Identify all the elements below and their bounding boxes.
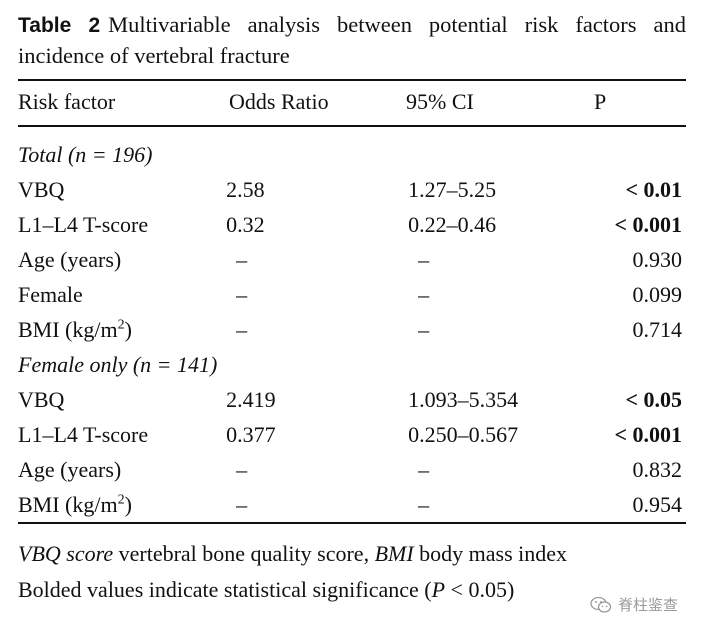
risk-factor-cell: Age (years)	[18, 242, 226, 277]
p-value-cell: < 0.001	[614, 421, 682, 447]
superscript: 2	[117, 492, 125, 508]
ci-cell: –	[418, 491, 430, 517]
p-value-cell: 0.099	[632, 281, 683, 307]
odds-ratio-cell: –	[236, 316, 248, 342]
risk-factor-cell: VBQ	[18, 172, 226, 207]
ci-cell: –	[418, 316, 430, 342]
risk-factor-cell: L1–L4 T-score	[18, 417, 226, 452]
header-p: P	[594, 89, 607, 114]
section-title-part: Total (	[18, 141, 76, 167]
ci-cell: 0.22–0.46	[408, 211, 497, 237]
header-95ci: 95% CI	[406, 89, 474, 114]
p-value-cell: 0.832	[632, 456, 683, 482]
risk-factor-label-tail: )	[124, 316, 132, 342]
table-row: BMI (kg/m2) – –0.954	[18, 487, 686, 522]
ci-cell: –	[418, 246, 430, 272]
table-label: Table 2	[18, 14, 101, 37]
odds-ratio-cell: 0.377	[226, 421, 276, 447]
section-title: Total (n = 196)	[18, 137, 686, 172]
risk-factor-label: L1–L4 T-score	[18, 211, 149, 237]
odds-ratio-cell: 0.32	[226, 211, 265, 237]
risk-factor-label: L1–L4 T-score	[18, 421, 149, 447]
risk-factor-label: Age (years)	[18, 246, 122, 272]
p-value-cell: < 0.01	[625, 176, 682, 202]
odds-ratio-cell: 2.58	[226, 176, 265, 202]
risk-factor-label: Age (years)	[18, 456, 122, 482]
footnote-term-vbq: VBQ score	[18, 541, 114, 566]
section-title: Female only (n = 141)	[18, 347, 686, 382]
footnote-def-vbq: vertebral bone quality score,	[113, 541, 375, 566]
risk-factor-cell: L1–L4 T-score	[18, 207, 226, 242]
superscript: 2	[117, 317, 125, 333]
footnote-term-bmi: BMI	[374, 541, 414, 566]
header-risk-factor: Risk factor	[18, 89, 116, 114]
wechat-icon	[590, 596, 612, 613]
p-value-cell: < 0.001	[614, 211, 682, 237]
top-rule	[18, 79, 686, 81]
odds-ratio-cell: 2.419	[226, 386, 276, 412]
section-title-part: n	[75, 141, 87, 167]
results-table: Total (n = 196) VBQ 2.58 1.27–5.25 < 0.01 L1–…	[18, 137, 686, 522]
ci-cell: –	[418, 456, 430, 482]
risk-factor-cell: Age (years)	[18, 452, 226, 487]
table-row: Female – – 0.099	[18, 277, 686, 312]
table-row: VBQ 2.419 1.093–5.354 < 0.05	[18, 382, 686, 417]
p-value-cell: 0.954	[632, 491, 683, 517]
header-odds-ratio: Odds Ratio	[229, 89, 329, 114]
footnote-significance: Bolded values indicate statistical signi…	[18, 576, 514, 604]
table-row: Age (years) – – 0.930	[18, 242, 686, 277]
risk-factor-label-tail: )	[124, 491, 132, 517]
table-caption: Table 2 Multivariable analysis between po…	[18, 10, 686, 71]
risk-factor-cell: BMI (kg/m2)	[18, 312, 226, 347]
footnote-def-bmi: body mass index	[413, 541, 568, 566]
risk-factor-cell: VBQ	[18, 382, 226, 417]
odds-ratio-cell: –	[236, 491, 248, 517]
risk-factor-cell: BMI (kg/m2)	[18, 487, 226, 522]
footnote-sig-prefix: Bolded values indicate statistical signi…	[18, 577, 432, 602]
section-title-part: Female only (	[18, 351, 141, 377]
ci-cell: 1.27–5.25	[408, 176, 497, 202]
ci-cell: 1.093–5.354	[408, 386, 519, 412]
odds-ratio-cell: –	[236, 456, 248, 482]
risk-factor-label: VBQ	[18, 176, 65, 202]
table-row: BMI (kg/m2) – –0.714	[18, 312, 686, 347]
risk-factor-label: BMI (kg/m	[18, 316, 118, 342]
table-title: Multivariable analysis between potential…	[18, 12, 686, 68]
section-title-part: = 141)	[151, 351, 218, 377]
table-row: L1–L4 T-score 0.377 0.250–0.567 < 0.001	[18, 417, 686, 452]
section-title-part: = 196)	[86, 141, 153, 167]
odds-ratio-cell: –	[236, 281, 248, 307]
odds-ratio-cell: –	[236, 246, 248, 272]
table-row: Age (years) – – 0.832	[18, 452, 686, 487]
footnote-abbreviations: VBQ score vertebral bone quality score, …	[18, 540, 567, 568]
section-row: Total (n = 196)	[18, 137, 686, 172]
p-value-cell: 0.714	[632, 316, 683, 342]
p-value-cell: 0.930	[632, 246, 683, 272]
watermark-text: 脊柱鉴查	[618, 596, 679, 614]
ci-cell: 0.250–0.567	[408, 421, 519, 447]
p-value-cell: < 0.05	[625, 386, 682, 412]
footnote-sig-var: P	[431, 577, 446, 602]
risk-factor-label: BMI (kg/m	[18, 491, 118, 517]
risk-factor-cell: Female	[18, 277, 226, 312]
section-row: Female only (n = 141)	[18, 347, 686, 382]
risk-factor-label: VBQ	[18, 386, 65, 412]
watermark: 脊柱鉴查	[590, 594, 678, 615]
table-row: L1–L4 T-score 0.32 0.22–0.46 < 0.001	[18, 207, 686, 242]
ci-cell: –	[418, 281, 430, 307]
table-row: VBQ 2.58 1.27–5.25 < 0.01	[18, 172, 686, 207]
section-title-part: n	[140, 351, 152, 377]
risk-factor-label: Female	[18, 281, 83, 307]
bottom-rule	[18, 522, 686, 524]
header-rule	[18, 125, 686, 127]
footnote-sig-suffix: < 0.05)	[445, 577, 515, 602]
